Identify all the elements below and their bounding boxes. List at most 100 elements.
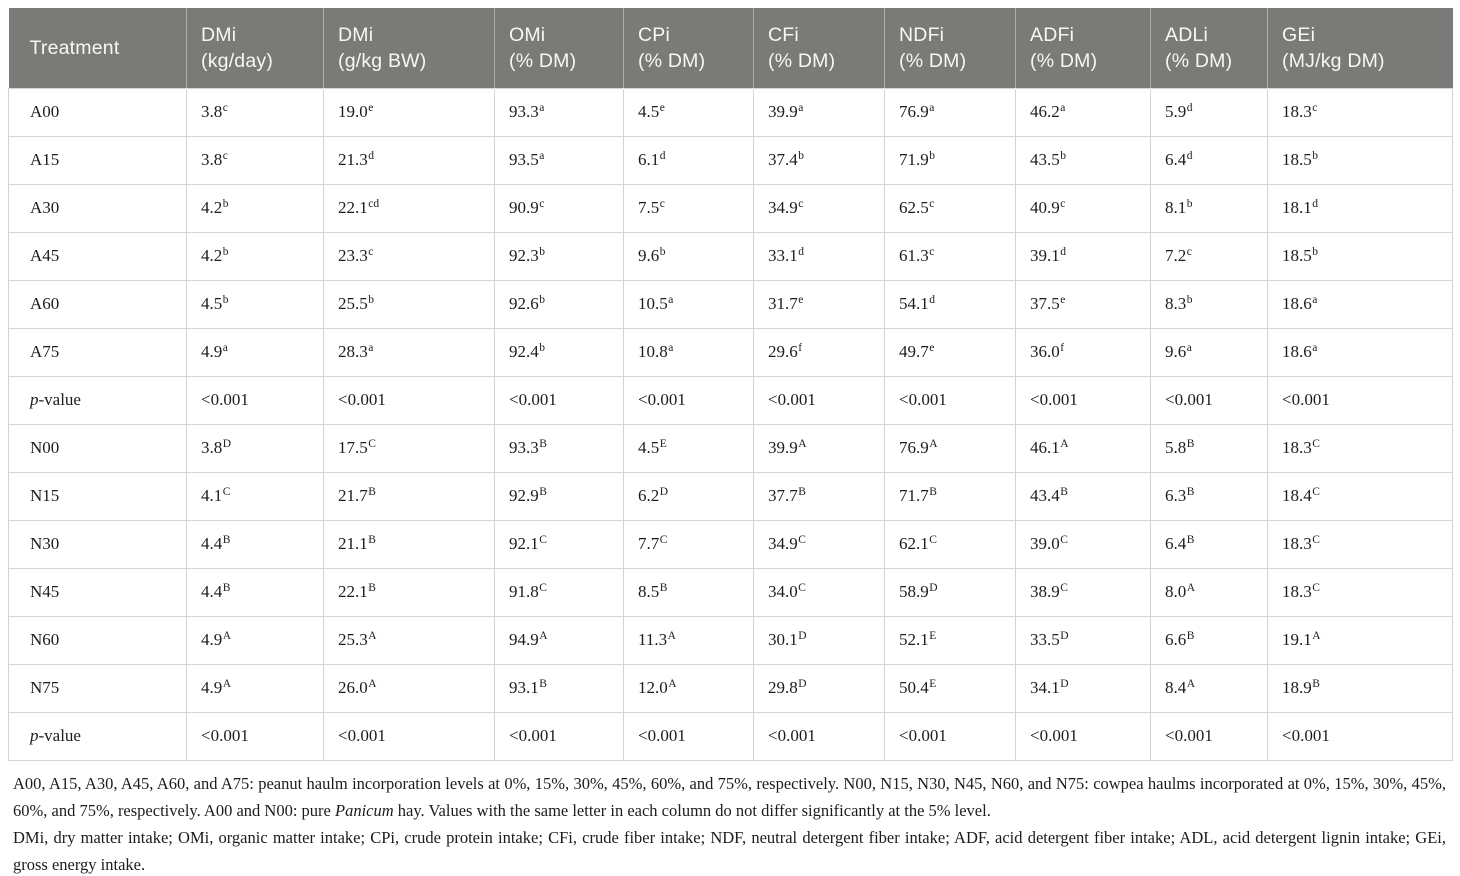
significance-letter: A [222,629,232,642]
significance-letter: b [1312,245,1318,258]
cell-value: 18.3 [1282,102,1312,121]
significance-letter: B [1060,485,1068,498]
value-cell: 71.9b [884,135,1016,185]
value-cell: 18.3c [1267,87,1453,137]
significance-letter: C [1060,533,1068,546]
value-cell: 4.2b [186,231,324,281]
col-header-line: (MJ/kg DM) [1282,49,1385,72]
treatment-cell: A60 [8,279,187,329]
cell-value: 18.5 [1282,246,1312,265]
value-cell: 6.2D [623,471,754,521]
cell-value: 7.5 [638,198,660,217]
cell-value: 40.9 [1030,198,1060,217]
cell-value: <0.001 [899,726,947,745]
value-cell: 61.3c [884,231,1016,281]
significance-letter: d [1186,101,1193,114]
value-cell: 8.1b [1150,183,1268,233]
cell-value: 21.7 [338,486,368,505]
cell-value: 43.4 [1030,486,1060,505]
footnote-text: hay. Values with the same letter in each… [393,800,991,820]
significance-letter: a [1312,341,1318,354]
value-cell: 52.1E [884,615,1016,665]
significance-letter: c [929,245,935,258]
value-cell: 12.0A [623,663,754,713]
value-cell: 8.4A [1150,663,1268,713]
cell-value: 7.7 [638,534,660,553]
cell-value: 92.9 [509,486,539,505]
cell-value: 39.0 [1030,534,1060,553]
significance-letter: C [539,533,547,546]
cell-value: 71.7 [899,486,929,505]
value-cell: 39.9A [753,423,885,473]
value-cell: 22.1cd [323,183,495,233]
value-cell: 93.5a [494,135,624,185]
value-cell: 9.6b [623,231,754,281]
value-cell: 7.5c [623,183,754,233]
table-row: A15 3.8c 21.3d 93.5a 6.1d 37.4b 71.9b 43.5b 6.4d… [8,135,1453,185]
footnote-italic-species: Panicum [334,800,394,820]
cell-value: 58.9 [899,582,929,601]
cell-value: 3.8 [201,102,223,121]
value-cell: 4.5b [186,279,324,329]
value-cell: 62.5c [884,183,1016,233]
value-cell: <0.001 [884,375,1016,425]
value-cell: 6.4B [1150,519,1268,569]
value-cell: 5.8B [1150,423,1268,473]
significance-letter: b [1312,149,1318,162]
cell-value: 8.3 [1165,294,1187,313]
significance-letter: d [929,293,935,306]
value-cell: 92.6b [494,279,624,329]
cell-value: 76.9 [899,438,929,457]
significance-letter: A [798,437,807,450]
treatment-cell: N30 [8,519,187,569]
cell-value: 38.9 [1030,582,1060,601]
col-header-line: NDFi [899,23,945,46]
significance-letter: c [368,245,374,258]
significance-letter: C [659,533,668,546]
value-cell: <0.001 [323,711,495,761]
table-row: N75 4.9A 26.0A 93.1B 12.0A 29.8D 50.4E 34.1D 8.4… [8,663,1453,713]
significance-letter: f [798,341,803,354]
cell-value: <0.001 [201,390,249,409]
col-header-line: Treatment [29,36,120,59]
significance-letter: c [222,101,228,114]
cell-value: 92.3 [509,246,539,265]
significance-letter: e [659,101,665,114]
significance-letter: b [798,149,804,162]
significance-letter: b [222,293,229,306]
value-cell: 92.9B [494,471,624,521]
value-cell: 54.1d [884,279,1016,329]
cell-value: 61.3 [899,246,929,265]
cell-value: 46.2 [1030,102,1060,121]
table-row: N45 4.4B 22.1B 91.8C 8.5B 34.0C 58.9D 38.9C 8.0A… [8,567,1453,617]
significance-letter: c [659,197,665,210]
cell-value: 23.3 [338,246,368,265]
significance-letter: c [1312,101,1318,114]
significance-letter: b [539,245,545,258]
value-cell: 93.1B [494,663,624,713]
cell-value: <0.001 [768,390,816,409]
cell-value: 4.2 [201,198,223,217]
significance-letter: B [539,485,547,498]
value-cell: 34.0C [753,567,885,617]
significance-letter: B [798,485,806,498]
cell-value: 3.8 [201,438,223,457]
col-header-treatment: Treatment [8,8,187,88]
value-cell: 40.9c [1015,183,1151,233]
value-cell: 4.9A [186,615,324,665]
table-row: A60 4.5b 25.5b 92.6b 10.5a 31.7e 54.1d 37.5e 8.3… [8,279,1453,329]
value-cell: 6.4d [1150,135,1268,185]
significance-letter: B [368,581,376,594]
cell-value: <0.001 [509,726,557,745]
value-cell: 37.5e [1015,279,1151,329]
col-header-line: (kg/day) [201,49,274,72]
col-header-line: (% DM) [638,49,706,72]
value-cell: 18.5b [1267,231,1453,281]
col-header-cpi: CPi (% DM) [623,8,754,88]
value-cell: 31.7e [753,279,885,329]
treatment-cell: N15 [8,471,187,521]
treatment-cell: N75 [8,663,187,713]
cell-value: 4.5 [201,294,223,313]
cell-value: 8.5 [638,582,660,601]
significance-letter: D [798,629,807,642]
